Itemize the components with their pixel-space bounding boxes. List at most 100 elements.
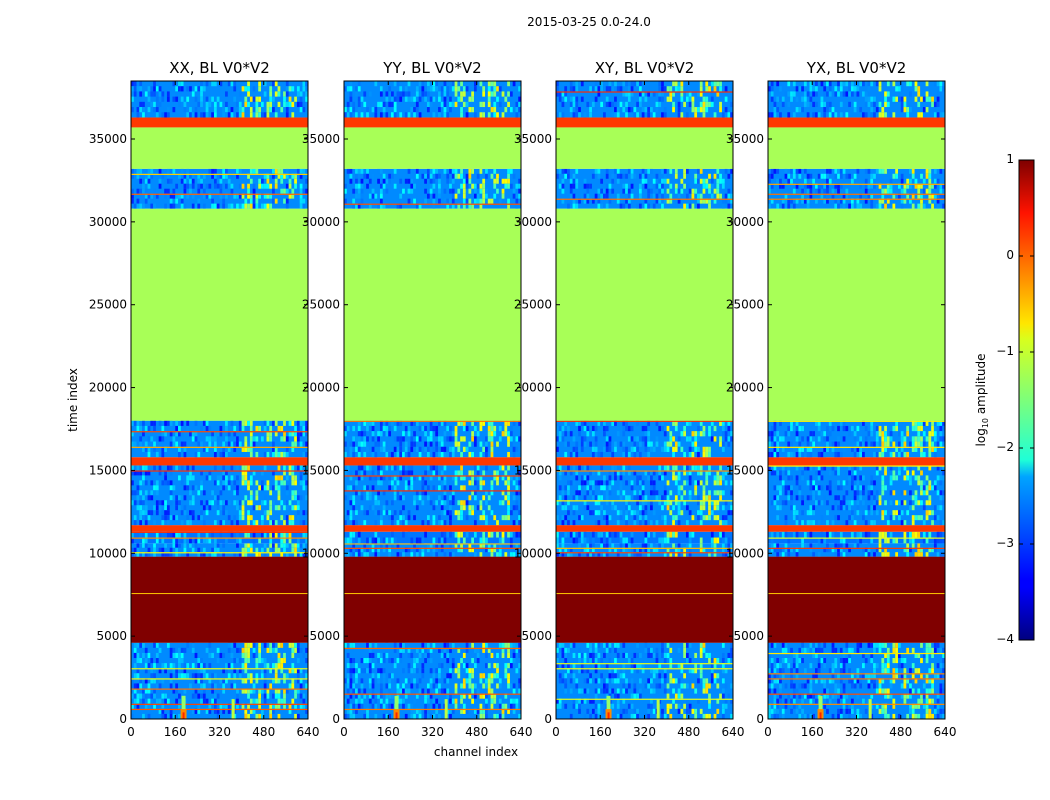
panels: XX, BL V0*V2 0 160 320 480 640 0 5000 10000 15000… <box>89 59 957 739</box>
y-tick-label: 0 <box>332 712 340 726</box>
panel-title: XY, BL V0*V2 <box>595 59 695 77</box>
band-1 <box>131 556 308 643</box>
x-tick-label: 320 <box>421 725 444 739</box>
y-tick-label: 5000 <box>309 629 340 643</box>
band-4 <box>344 525 521 532</box>
y-tick-label: 30000 <box>726 215 764 229</box>
band-1 <box>768 556 945 643</box>
x-tick-label: 480 <box>465 725 488 739</box>
colorbar-tick-label: −4 <box>996 632 1014 646</box>
band-8 <box>131 208 308 421</box>
x-tick-label: 640 <box>297 725 320 739</box>
colorbar-ticks: 1 0 −1 −2 −3 −4 <box>996 152 1034 646</box>
x-tick-label: 160 <box>377 725 400 739</box>
band-10 <box>768 127 945 169</box>
band-10 <box>344 127 521 169</box>
y-tick-label: 20000 <box>726 381 764 395</box>
band-8 <box>344 208 521 421</box>
band-1 <box>556 556 733 643</box>
x-tick-label: 480 <box>889 725 912 739</box>
band-6 <box>768 457 945 466</box>
y-tick-label: 25000 <box>302 298 340 312</box>
y-tick-label: 35000 <box>514 132 552 146</box>
y-tick-label: 15000 <box>89 463 127 477</box>
band-10 <box>556 127 733 169</box>
x-axis-label: channel index <box>434 745 518 759</box>
y-tick-label: 15000 <box>514 463 552 477</box>
panel-title: XX, BL V0*V2 <box>169 59 270 77</box>
heatmap-image <box>768 81 945 719</box>
colorbar-tick-label: 1 <box>1006 152 1014 166</box>
x-tick-label: 640 <box>934 725 957 739</box>
y-tick-label: 30000 <box>89 215 127 229</box>
panel-3: XY, BL V0*V2 0 160 320 480 640 0 5000 10000 15000… <box>514 59 745 739</box>
heatmap-image <box>556 81 733 719</box>
band-6 <box>556 457 733 466</box>
x-tick-label: 160 <box>164 725 187 739</box>
band-1 <box>344 556 521 643</box>
y-tick-label: 5000 <box>521 629 552 643</box>
x-tick-label: 640 <box>722 725 745 739</box>
x-tick-label: 480 <box>677 725 700 739</box>
panel-title: YX, BL V0*V2 <box>806 59 907 77</box>
x-tick-label: 0 <box>340 725 348 739</box>
band-11 <box>344 117 521 128</box>
colorbar-tick-label: −2 <box>996 440 1014 454</box>
band-6 <box>131 457 308 466</box>
y-tick-label: 35000 <box>302 132 340 146</box>
y-tick-label: 35000 <box>89 132 127 146</box>
x-tick-label: 160 <box>589 725 612 739</box>
x-tick-label: 320 <box>845 725 868 739</box>
x-tick-label: 0 <box>764 725 772 739</box>
y-tick-label: 25000 <box>89 298 127 312</box>
band-4 <box>131 525 308 532</box>
band-4 <box>556 525 733 532</box>
band-8 <box>556 208 733 421</box>
panel-title: YY, BL V0*V2 <box>382 59 481 77</box>
y-tick-label: 15000 <box>302 463 340 477</box>
y-axis-label: time index <box>66 368 80 432</box>
y-tick-label: 30000 <box>302 215 340 229</box>
y-tick-label: 35000 <box>726 132 764 146</box>
y-tick-label: 20000 <box>302 381 340 395</box>
colorbar-label: log10 amplitude <box>974 354 990 447</box>
x-tick-label: 480 <box>252 725 275 739</box>
y-tick-label: 0 <box>756 712 764 726</box>
panel-4: YX, BL V0*V2 0 160 320 480 640 0 5000 10000 15000… <box>726 59 957 739</box>
y-tick-label: 25000 <box>514 298 552 312</box>
band-11 <box>131 117 308 128</box>
x-tick-label: 160 <box>801 725 824 739</box>
y-tick-label: 15000 <box>726 463 764 477</box>
band-4 <box>768 525 945 532</box>
x-tick-label: 0 <box>127 725 135 739</box>
band-10 <box>131 127 308 169</box>
colorbar-tick-label: 0 <box>1006 248 1014 262</box>
band-11 <box>768 117 945 128</box>
y-tick-label: 5000 <box>733 629 764 643</box>
band-6 <box>344 457 521 466</box>
x-tick-label: 640 <box>510 725 533 739</box>
heatmap-image <box>344 81 521 719</box>
y-tick-label: 25000 <box>726 298 764 312</box>
band-8 <box>768 208 945 421</box>
x-tick-label: 320 <box>208 725 231 739</box>
y-tick-label: 30000 <box>514 215 552 229</box>
y-tick-label: 5000 <box>96 629 127 643</box>
y-tick-label: 10000 <box>302 546 340 560</box>
x-tick-label: 320 <box>633 725 656 739</box>
y-tick-label: 10000 <box>514 546 552 560</box>
y-tick-label: 10000 <box>726 546 764 560</box>
x-tick-label: 0 <box>552 725 560 739</box>
y-tick-label: 0 <box>544 712 552 726</box>
y-tick-label: 20000 <box>514 381 552 395</box>
colorbar-tick-label: −3 <box>996 536 1014 550</box>
colorbar-tick-label: −1 <box>996 344 1014 358</box>
panel-1: XX, BL V0*V2 0 160 320 480 640 0 5000 10000 15000… <box>89 59 320 739</box>
colorbar: 1 0 −1 −2 −3 −4 log10 amplitude <box>974 152 1035 646</box>
colorbar-gradient <box>1018 159 1035 641</box>
figure-title: 2015-03-25 0.0-24.0 <box>527 15 651 29</box>
y-tick-label: 20000 <box>89 381 127 395</box>
heatmap-image <box>131 81 308 719</box>
band-11 <box>556 117 733 128</box>
